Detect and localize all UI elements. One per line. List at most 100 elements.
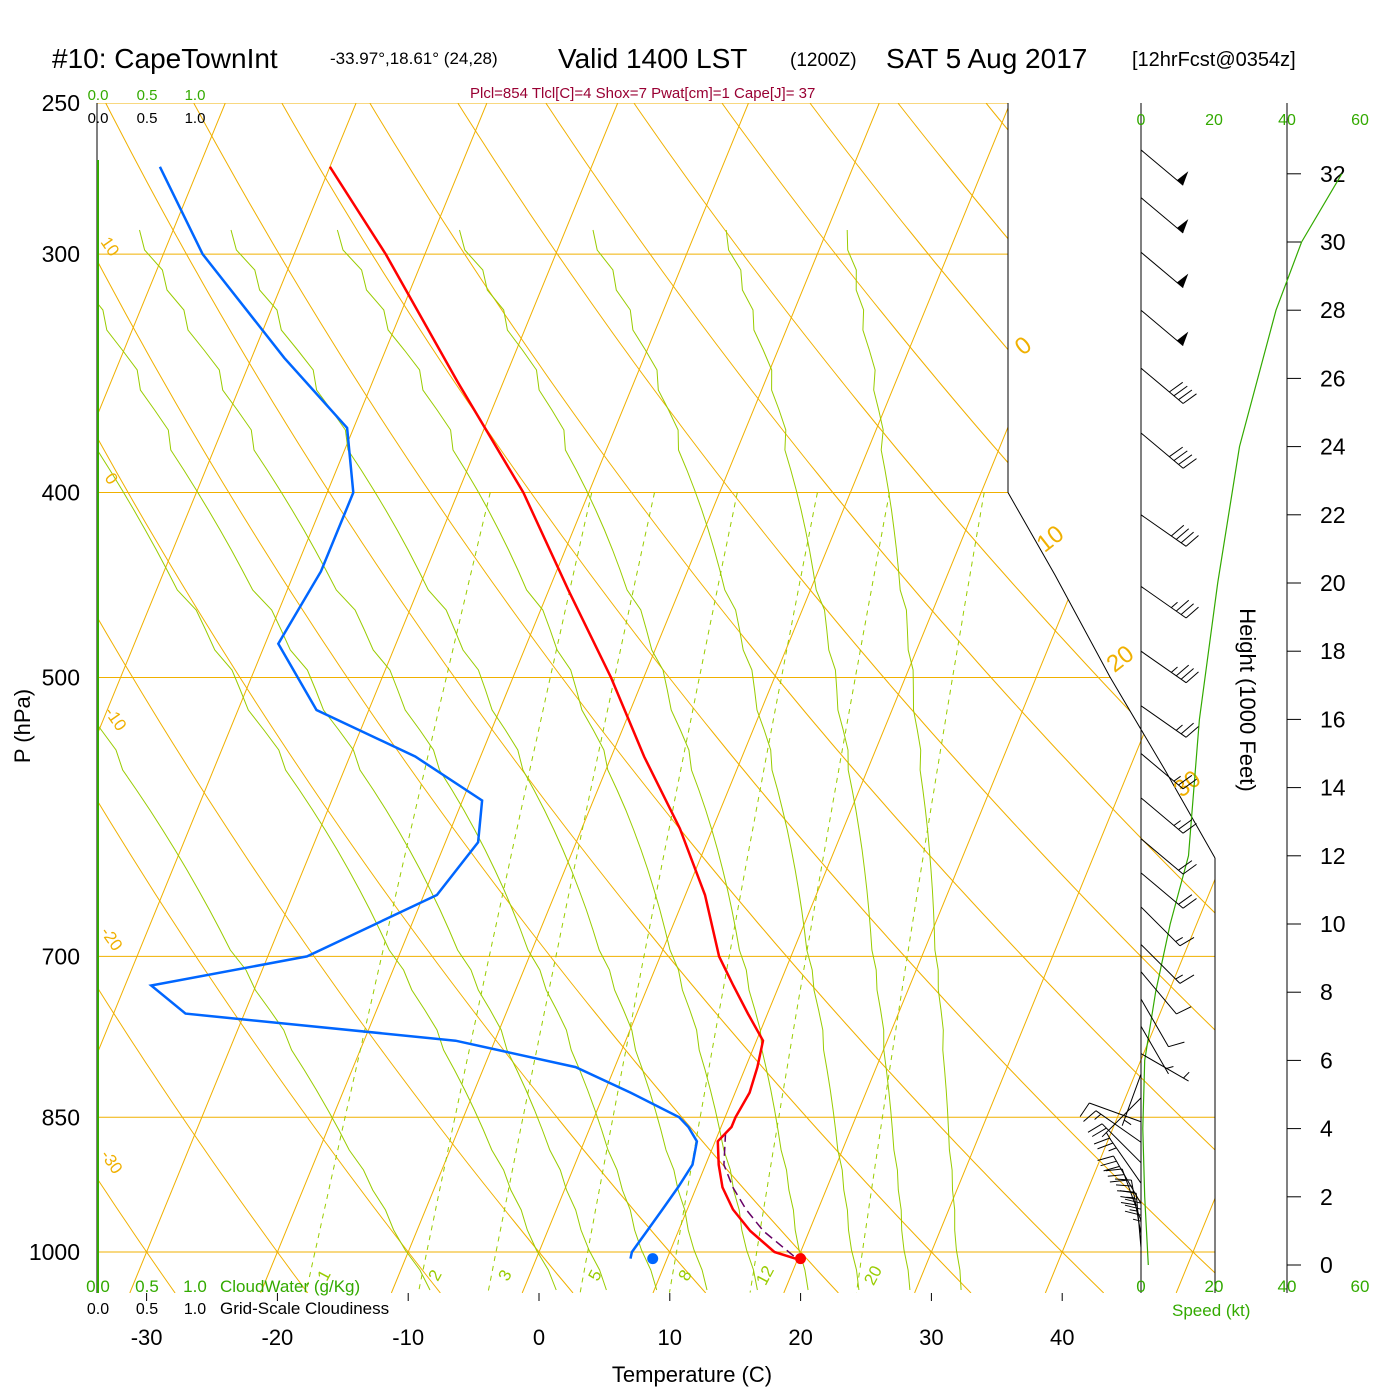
surface-dewpoint-dot <box>647 1253 659 1265</box>
height-tick-label: 4 <box>1320 1116 1333 1142</box>
valid-date: SAT 5 Aug 2017 <box>886 43 1087 74</box>
wind-barb-half-flag <box>1183 1071 1190 1079</box>
wind-barb <box>1079 1102 1142 1123</box>
wind-barb-staff <box>1140 514 1187 547</box>
dry-adiabat-100 <box>721 103 1215 1293</box>
height-tick-label: 26 <box>1320 365 1346 391</box>
wind-barb-staff <box>1121 1168 1142 1221</box>
wind-barb-flag <box>1178 389 1193 401</box>
wind-barbs <box>1079 149 1343 1266</box>
moist-adiabat-20 <box>459 229 809 1291</box>
dry-adiabat--20 <box>97 103 309 1293</box>
height-tick-label: 30 <box>1320 229 1346 255</box>
sounding-indices: Plcl=854 Tlcl[C]=4 Shox=7 Pwat[cm]=1 Cap… <box>470 85 815 102</box>
wind-barb-flag <box>1178 860 1193 871</box>
dry-adiabat-40 <box>193 103 1105 1293</box>
wind-barb-flag <box>1170 524 1185 537</box>
x-tick-label: 20 <box>788 1325 812 1350</box>
dry-adiabat-110 <box>809 103 1215 1293</box>
wind-barb-staff <box>1140 906 1181 947</box>
wind-barb-flag <box>1180 603 1194 615</box>
dry-adiabat-10 <box>97 103 707 1293</box>
pressure-tick-label: 400 <box>42 480 80 506</box>
wind-barb-staff <box>1140 971 1177 1015</box>
wind-barb-flag <box>1114 1178 1132 1181</box>
wind-barb <box>1101 1097 1142 1140</box>
wind-barb-flag <box>1093 1137 1110 1145</box>
wind-barb-flag <box>1182 898 1197 909</box>
wind-barb <box>1140 705 1199 738</box>
wind-barb-flag <box>1175 664 1190 677</box>
cloudwater-scale-bottom: 0.5 <box>135 1277 159 1296</box>
wind-barb-flag <box>1175 599 1190 612</box>
wind-barb-flag <box>1182 778 1197 790</box>
isotherm-30 <box>914 103 1215 1293</box>
cloudiness-scale-bottom: 0.0 <box>87 1301 109 1318</box>
wind-barb <box>1140 367 1197 404</box>
plot-frame <box>96 103 1288 1293</box>
wind-barb-flag <box>1091 1127 1107 1137</box>
isotherm-label-right: 10 <box>1032 520 1070 558</box>
moist-adiabat-32 <box>846 229 962 1291</box>
isotherm--30 <box>129 103 619 1293</box>
wind-barb-flag <box>1180 531 1194 544</box>
valid-time: Valid 1400 LST <box>558 43 747 74</box>
wind-barb-staff <box>1113 1155 1142 1204</box>
dry-adiabat-60 <box>369 103 1215 1293</box>
mixing-ratio-label: 5 <box>585 1267 606 1284</box>
isotherm-label-right: 30 <box>1169 765 1207 803</box>
wind-barb-flag <box>1109 1179 1127 1183</box>
wind-barb-flag <box>1178 774 1193 786</box>
wind-barb-flag <box>1185 726 1199 738</box>
cloudwater-label: CloudWater (g/Kg) <box>220 1277 360 1296</box>
wind-barb-flag <box>1185 606 1199 619</box>
dry-adiabat-90 <box>633 103 1215 1293</box>
temperature-trace <box>328 166 796 1260</box>
wind-barb-flag <box>1169 446 1183 458</box>
wind-barb-staff <box>1140 753 1184 790</box>
height-tick-label: 12 <box>1320 843 1346 869</box>
wind-barb-half-flag <box>1173 820 1181 826</box>
wind-barb <box>1140 514 1199 547</box>
wind-barb-flag <box>1117 1190 1134 1193</box>
wind-barb-half-flag <box>1165 1066 1174 1070</box>
pressure-tick-label: 300 <box>42 241 80 267</box>
mixing-ratio-1 <box>305 492 491 1293</box>
wind-barb-flag <box>1175 528 1190 540</box>
cloudiness-scale-top: 1.0 <box>185 110 206 127</box>
y-axis-label: P (hPa) <box>10 689 35 763</box>
mixing-ratio-20 <box>856 492 985 1293</box>
height-tick-label: 10 <box>1320 911 1346 937</box>
dry-adiabat-20 <box>97 103 839 1293</box>
cloudwater-scale-top: 0.0 <box>88 87 109 104</box>
dry-adiabat-130 <box>985 103 1215 1293</box>
wind-barb-half-flag <box>1170 666 1178 673</box>
wind-barb-staff <box>1140 367 1184 404</box>
wind-barb <box>1140 838 1197 875</box>
isotherm-label-left: -30 <box>97 1146 127 1177</box>
wind-barb <box>1140 971 1192 1015</box>
wind-barb <box>1140 197 1189 234</box>
x-tick-label: -30 <box>131 1325 163 1350</box>
wind-barb-staff <box>1140 251 1184 288</box>
wind-barb-staff <box>1140 197 1184 234</box>
height-tick-label: 16 <box>1320 706 1346 732</box>
wind-barb-flag <box>1178 819 1193 830</box>
wind-barb-staff <box>1101 1097 1142 1138</box>
height-axis-label: Height (1000 Feet) <box>1235 608 1260 791</box>
wind-barb-flag <box>1103 1165 1120 1172</box>
isotherm--10 <box>390 103 880 1293</box>
isotherm-label-left: -20 <box>97 923 127 954</box>
dry-adiabat-120 <box>897 103 1215 1293</box>
cloudiness-scale-top: 0.0 <box>88 110 109 127</box>
mixing-ratio-label: 3 <box>495 1267 516 1284</box>
cloudwater-scale-bottom: 1.0 <box>183 1277 207 1296</box>
isotherm-0 <box>521 103 1011 1293</box>
wind-barb-staff <box>1140 872 1184 909</box>
height-tick-label: 22 <box>1320 502 1346 528</box>
wind-barb <box>1083 1110 1142 1143</box>
x-tick-label: -20 <box>262 1325 294 1350</box>
wind-barb-staff <box>1109 1137 1142 1184</box>
wind-barb-half-flag <box>1173 775 1181 782</box>
